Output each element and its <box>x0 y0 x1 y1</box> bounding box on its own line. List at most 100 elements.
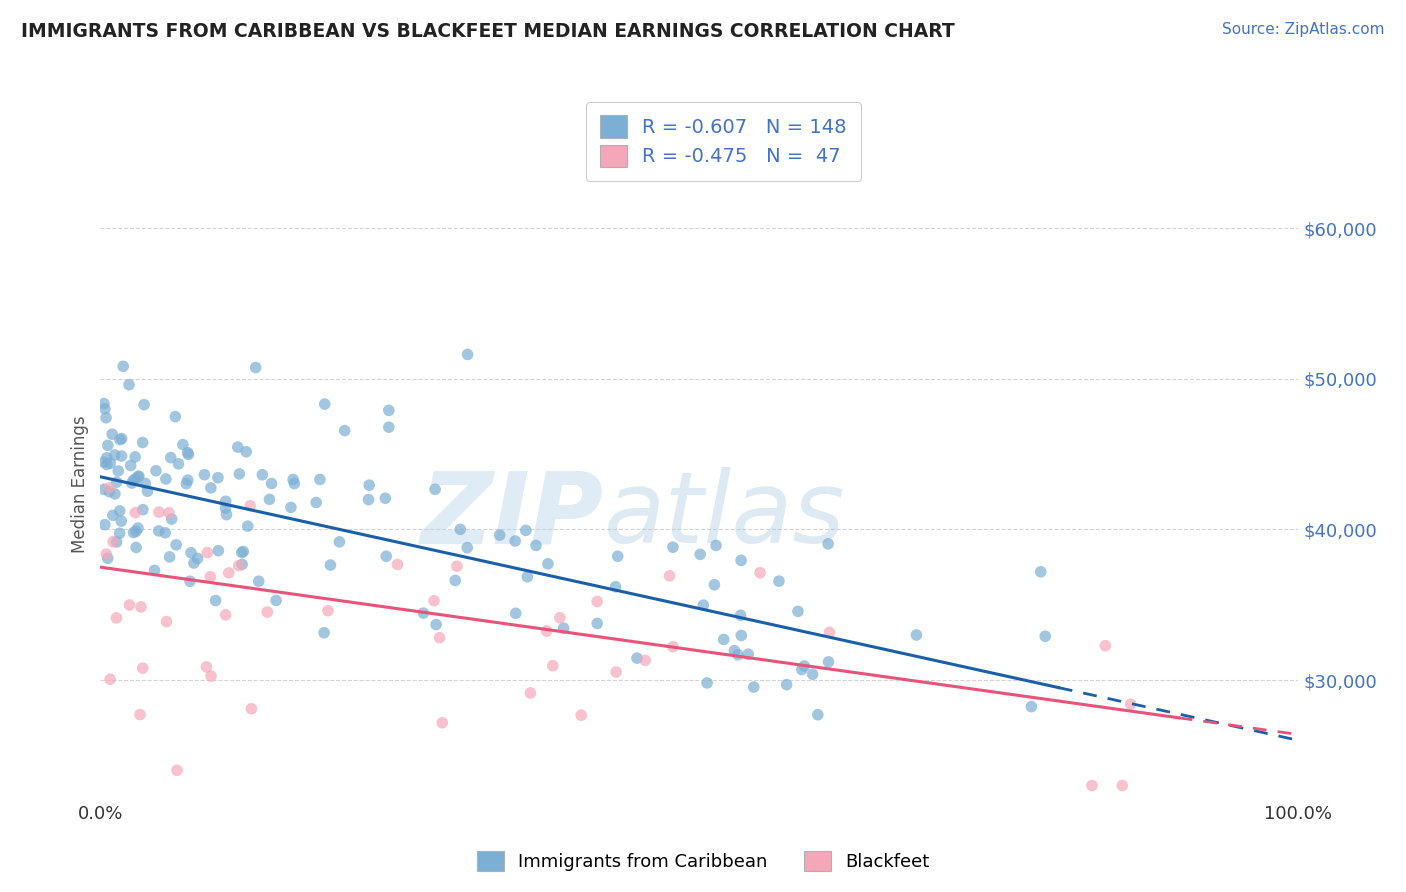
Point <box>165 409 187 424</box>
Point <box>176 445 198 459</box>
Point <box>515 524 537 538</box>
Point <box>110 449 132 463</box>
Point <box>148 524 170 538</box>
Point <box>689 547 711 561</box>
Point <box>305 495 328 509</box>
Point <box>96 458 118 472</box>
Point <box>256 605 278 619</box>
Point <box>231 558 253 572</box>
Point <box>105 475 128 490</box>
Point <box>214 607 236 622</box>
Text: atlas: atlas <box>603 467 845 565</box>
Point <box>283 476 305 491</box>
Point <box>105 611 128 625</box>
Point <box>176 476 198 491</box>
Point <box>128 469 150 483</box>
Point <box>541 658 564 673</box>
Point <box>309 472 332 486</box>
Point <box>449 522 471 536</box>
Point <box>634 653 657 667</box>
Point <box>108 526 131 541</box>
Point <box>167 457 190 471</box>
Point <box>93 455 115 469</box>
Text: ZIP: ZIP <box>420 467 603 565</box>
Point <box>1094 639 1116 653</box>
Text: IMMIGRANTS FROM CARIBBEAN VS BLACKFEET MEDIAN EARNINGS CORRELATION CHART: IMMIGRANTS FROM CARIBBEAN VS BLACKFEET M… <box>21 22 955 41</box>
Point <box>793 659 815 673</box>
Point <box>425 617 447 632</box>
Point <box>790 663 813 677</box>
Point <box>1111 779 1133 793</box>
Point <box>132 502 155 516</box>
Point <box>749 566 772 580</box>
Point <box>375 549 398 564</box>
Point <box>195 660 218 674</box>
Point <box>125 524 148 539</box>
Point <box>374 491 396 506</box>
Point <box>586 616 609 631</box>
Point <box>101 427 124 442</box>
Point <box>787 604 810 618</box>
Point <box>96 450 118 465</box>
Point <box>124 472 146 486</box>
Point <box>280 500 302 515</box>
Point <box>775 677 797 691</box>
Point <box>112 359 135 374</box>
Point <box>134 476 156 491</box>
Point <box>658 569 681 583</box>
Point <box>195 545 218 559</box>
Point <box>423 593 446 607</box>
Point <box>98 481 121 495</box>
Point <box>183 556 205 570</box>
Point <box>228 467 250 481</box>
Point <box>412 606 434 620</box>
Point <box>505 607 527 621</box>
Point <box>662 640 685 654</box>
Point <box>177 447 200 461</box>
Point <box>359 478 381 492</box>
Point <box>319 558 342 572</box>
Point <box>236 519 259 533</box>
Point <box>737 647 759 661</box>
Point <box>807 707 830 722</box>
Point <box>180 546 202 560</box>
Point <box>692 598 714 612</box>
Point <box>817 655 839 669</box>
Point <box>228 558 250 573</box>
Point <box>387 558 409 572</box>
Point <box>124 450 146 464</box>
Point <box>166 764 188 778</box>
Point <box>432 715 454 730</box>
Point <box>239 499 262 513</box>
Point <box>215 494 238 508</box>
Point <box>314 397 336 411</box>
Point <box>378 403 401 417</box>
Point <box>730 608 752 623</box>
Point <box>145 464 167 478</box>
Point <box>187 551 209 566</box>
Point <box>727 648 749 662</box>
Point <box>122 525 145 540</box>
Point <box>818 625 841 640</box>
Point <box>143 564 166 578</box>
Point <box>536 624 558 638</box>
Point <box>429 631 451 645</box>
Point <box>94 410 117 425</box>
Point <box>696 676 718 690</box>
Y-axis label: Median Earnings: Median Earnings <box>72 416 89 553</box>
Point <box>742 680 765 694</box>
Point <box>328 534 350 549</box>
Point <box>1033 629 1056 643</box>
Point <box>155 472 177 486</box>
Point <box>240 702 263 716</box>
Point <box>905 628 928 642</box>
Point <box>333 424 356 438</box>
Point <box>93 396 115 410</box>
Point <box>586 594 609 608</box>
Point <box>122 474 145 488</box>
Point <box>101 534 124 549</box>
Point <box>260 476 283 491</box>
Point <box>703 578 725 592</box>
Point <box>1021 699 1043 714</box>
Point <box>98 456 121 470</box>
